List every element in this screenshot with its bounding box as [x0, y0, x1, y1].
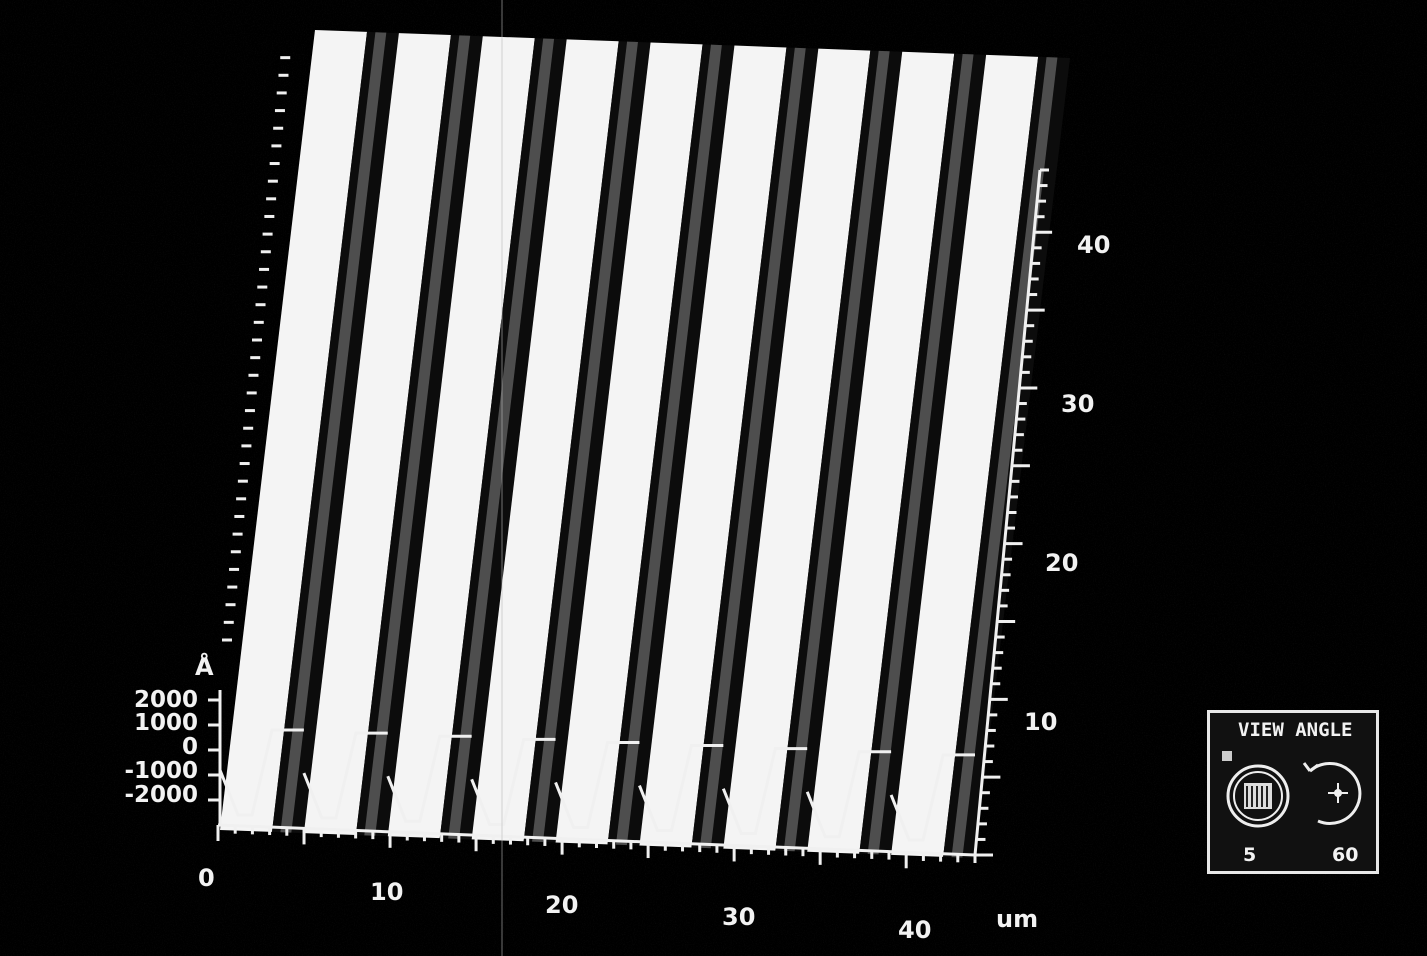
z-axis-unit: Å — [195, 653, 214, 681]
surface-groove-band — [448, 38, 555, 839]
surface-groove-band — [615, 44, 722, 846]
view-angle-value: 5 — [1243, 844, 1257, 866]
surface-groove-band — [783, 50, 890, 852]
x-axis-tick: 30 — [722, 903, 756, 931]
plot-axes — [208, 56, 1053, 869]
y-axis-tick: 20 — [1045, 549, 1079, 577]
x-axis-tick: 0 — [198, 864, 215, 892]
rotation-arrow-icon — [1302, 761, 1362, 825]
y-axis-tick: 40 — [1077, 231, 1111, 259]
profile-segment — [218, 728, 304, 817]
z-axis-tick: -2000 — [124, 782, 198, 808]
z-axis-tick: 2000 — [133, 687, 198, 713]
view-angle-value: 60 — [1332, 844, 1359, 866]
profile-segment — [470, 737, 556, 826]
surface-groove-band — [532, 41, 638, 842]
profile-segment — [721, 747, 808, 836]
surface-ridge — [471, 39, 619, 842]
profile-segment — [554, 740, 640, 829]
profile-segment — [805, 750, 892, 839]
profile-segment — [386, 734, 472, 823]
surface-ridge — [807, 51, 955, 854]
surface-ridge — [303, 33, 451, 836]
surface-groove-band — [364, 35, 471, 836]
z-axis-tick: 0 — [181, 734, 198, 760]
surface-groove-band — [867, 54, 974, 855]
surface-stripes — [220, 30, 1070, 859]
surface-ridge — [639, 45, 787, 848]
z-axis-tick: 1000 — [133, 710, 198, 736]
surface-groove-band — [280, 32, 387, 833]
y-axis-tick: 10 — [1024, 708, 1058, 736]
z-axis-tick: -1000 — [124, 758, 198, 784]
view-angle-dial-icon — [1222, 751, 1290, 828]
x-axis-tick: 40 — [898, 916, 932, 944]
view-angle-panel: VIEW ANGLE 5 60 — [1207, 710, 1379, 874]
surface-groove-band — [699, 47, 806, 849]
view-angle-title: VIEW ANGLE — [1238, 719, 1353, 741]
profile-segment — [638, 744, 724, 833]
surface-ridge — [555, 42, 703, 845]
surface-ridge — [891, 54, 1039, 857]
x-axis-tick: 20 — [545, 891, 579, 919]
surface-ridge — [220, 30, 368, 832]
profile-segment — [302, 731, 388, 820]
x-axis-tick: 10 — [370, 878, 404, 906]
front-edge-profile — [218, 728, 975, 842]
surface-ridge — [387, 36, 535, 839]
y-axis-tick: 30 — [1061, 390, 1095, 418]
surface-ridge — [723, 48, 871, 851]
x-axis-unit: um — [996, 905, 1039, 933]
profile-segment — [889, 753, 975, 842]
